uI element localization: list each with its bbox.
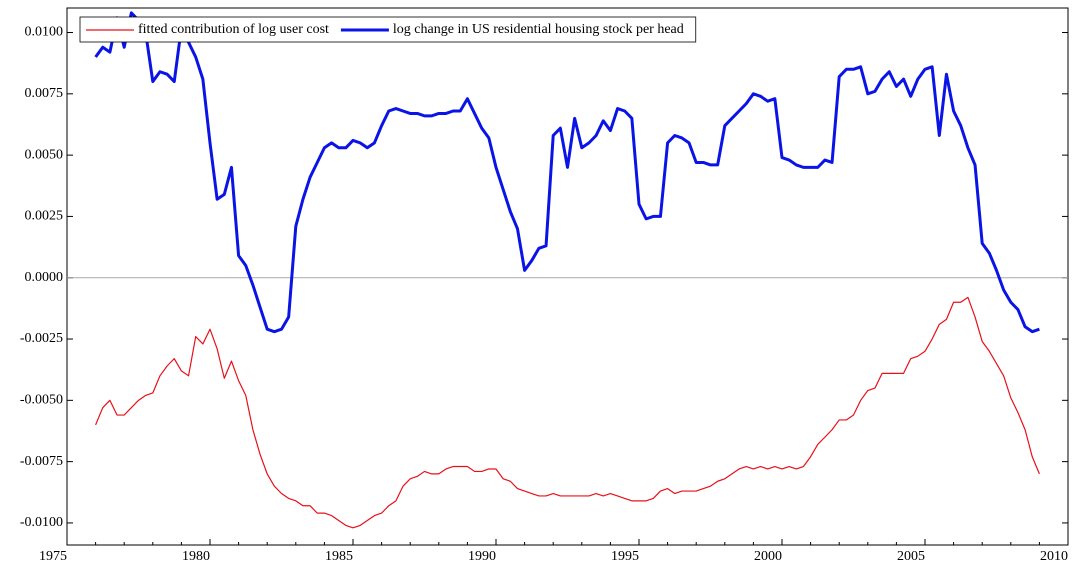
x-tick-label: 1975 <box>39 549 67 564</box>
y-tick-label: -0.0025 <box>20 331 63 346</box>
y-tick-label: 0.0000 <box>25 270 64 285</box>
x-tick-label: 2010 <box>1040 549 1068 564</box>
y-tick-label: 0.0025 <box>25 209 64 224</box>
x-tick-label: 2000 <box>754 549 782 564</box>
y-tick-label: -0.0050 <box>20 393 63 408</box>
legend-label: log change in US residential housing sto… <box>393 22 684 37</box>
x-tick-label: 1990 <box>468 549 496 564</box>
x-tick-label: 2005 <box>897 549 925 564</box>
legend-label: fitted contribution of log user cost <box>138 22 329 37</box>
y-tick-label: 0.0050 <box>25 147 64 162</box>
x-tick-label: 1995 <box>611 549 639 564</box>
plot-frame <box>66 7 1069 546</box>
y-tick-label: -0.0075 <box>20 454 63 469</box>
y-tick-label: 0.0075 <box>25 86 64 101</box>
series-line <box>95 296 1040 529</box>
x-tick-label: 1980 <box>182 549 210 564</box>
x-tick-label: 1985 <box>325 549 353 564</box>
y-tick-label: -0.0100 <box>20 515 63 530</box>
y-tick-label: 0.0100 <box>25 25 64 40</box>
series-line <box>94 11 1040 334</box>
